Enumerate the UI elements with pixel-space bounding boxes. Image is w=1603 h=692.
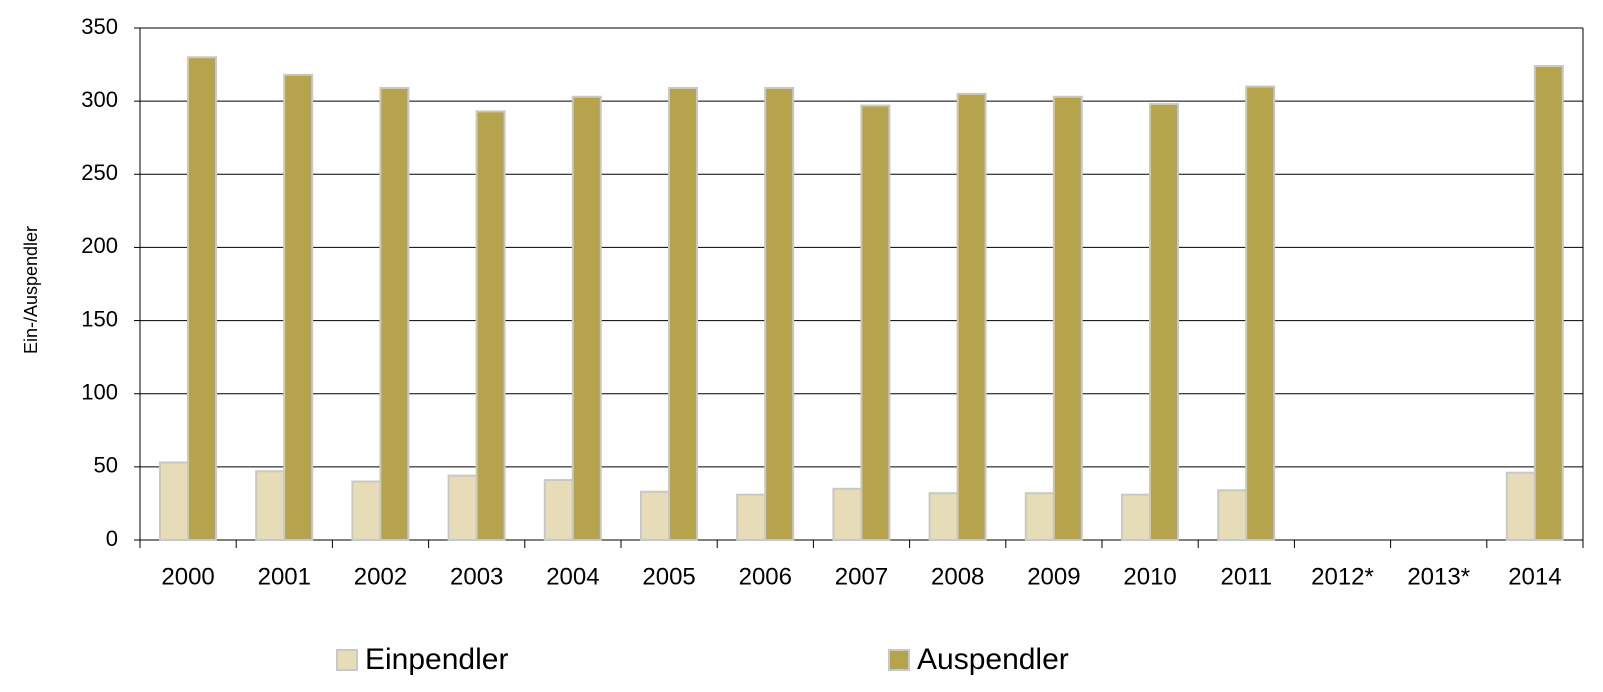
bar: [187, 56, 217, 541]
bar: [832, 487, 863, 541]
bar: [1149, 103, 1179, 541]
x-tick-label: 2010: [1123, 563, 1176, 590]
y-tick-label: 250: [81, 160, 118, 185]
x-tick-label: 2011: [1220, 563, 1272, 590]
y-tick-label: 50: [94, 453, 118, 478]
legend-swatch: [888, 649, 910, 671]
x-tick-label: 2000: [161, 563, 214, 590]
y-axis-label: Ein-/Auspendler: [21, 226, 41, 354]
bar: [351, 480, 382, 542]
y-tick-label: 350: [81, 14, 118, 39]
x-tick-label: 2004: [546, 563, 599, 590]
y-tick-label: 0: [106, 526, 118, 551]
bar: [1505, 471, 1536, 541]
legend-swatch: [336, 649, 358, 671]
bar: [159, 461, 189, 541]
bar: [1024, 492, 1055, 541]
x-tick-label: 2009: [1027, 563, 1080, 590]
legend-label: Auspendler: [917, 643, 1069, 676]
bar: [1217, 489, 1248, 541]
bar: [1245, 85, 1276, 541]
bar: [764, 86, 795, 541]
x-tick-label: 2006: [739, 563, 792, 590]
bar: [956, 92, 987, 541]
bar: [255, 470, 286, 542]
x-tick-label: 2003: [450, 563, 503, 590]
y-tick-label: 100: [81, 380, 118, 405]
x-tick-label: 2012*: [1311, 563, 1374, 590]
bar: [1533, 65, 1564, 542]
x-tick-label: 2002: [354, 563, 407, 590]
x-tick-label: 2014: [1508, 563, 1561, 590]
bar: [543, 479, 574, 541]
bar: [928, 492, 959, 541]
bar: [475, 110, 506, 542]
bar: [283, 73, 314, 541]
x-tick-label: 2005: [642, 563, 695, 590]
bar: [668, 86, 698, 541]
bar: [1121, 493, 1151, 541]
bar: [447, 474, 478, 541]
y-tick-label: 200: [81, 233, 118, 258]
bar: [860, 104, 891, 541]
x-tick-label: 2008: [931, 563, 984, 590]
bar: [571, 95, 602, 542]
bar: [1052, 95, 1083, 542]
y-tick-label: 150: [81, 306, 118, 331]
bar: [640, 490, 670, 541]
bar: [736, 493, 767, 541]
legend-label: Einpendler: [365, 643, 508, 676]
y-tick-label: 300: [81, 87, 118, 112]
x-tick-label: 2007: [835, 563, 888, 590]
x-tick-label: 2013*: [1407, 563, 1470, 590]
x-tick-label: 2001: [258, 563, 311, 590]
bar: [379, 86, 410, 541]
